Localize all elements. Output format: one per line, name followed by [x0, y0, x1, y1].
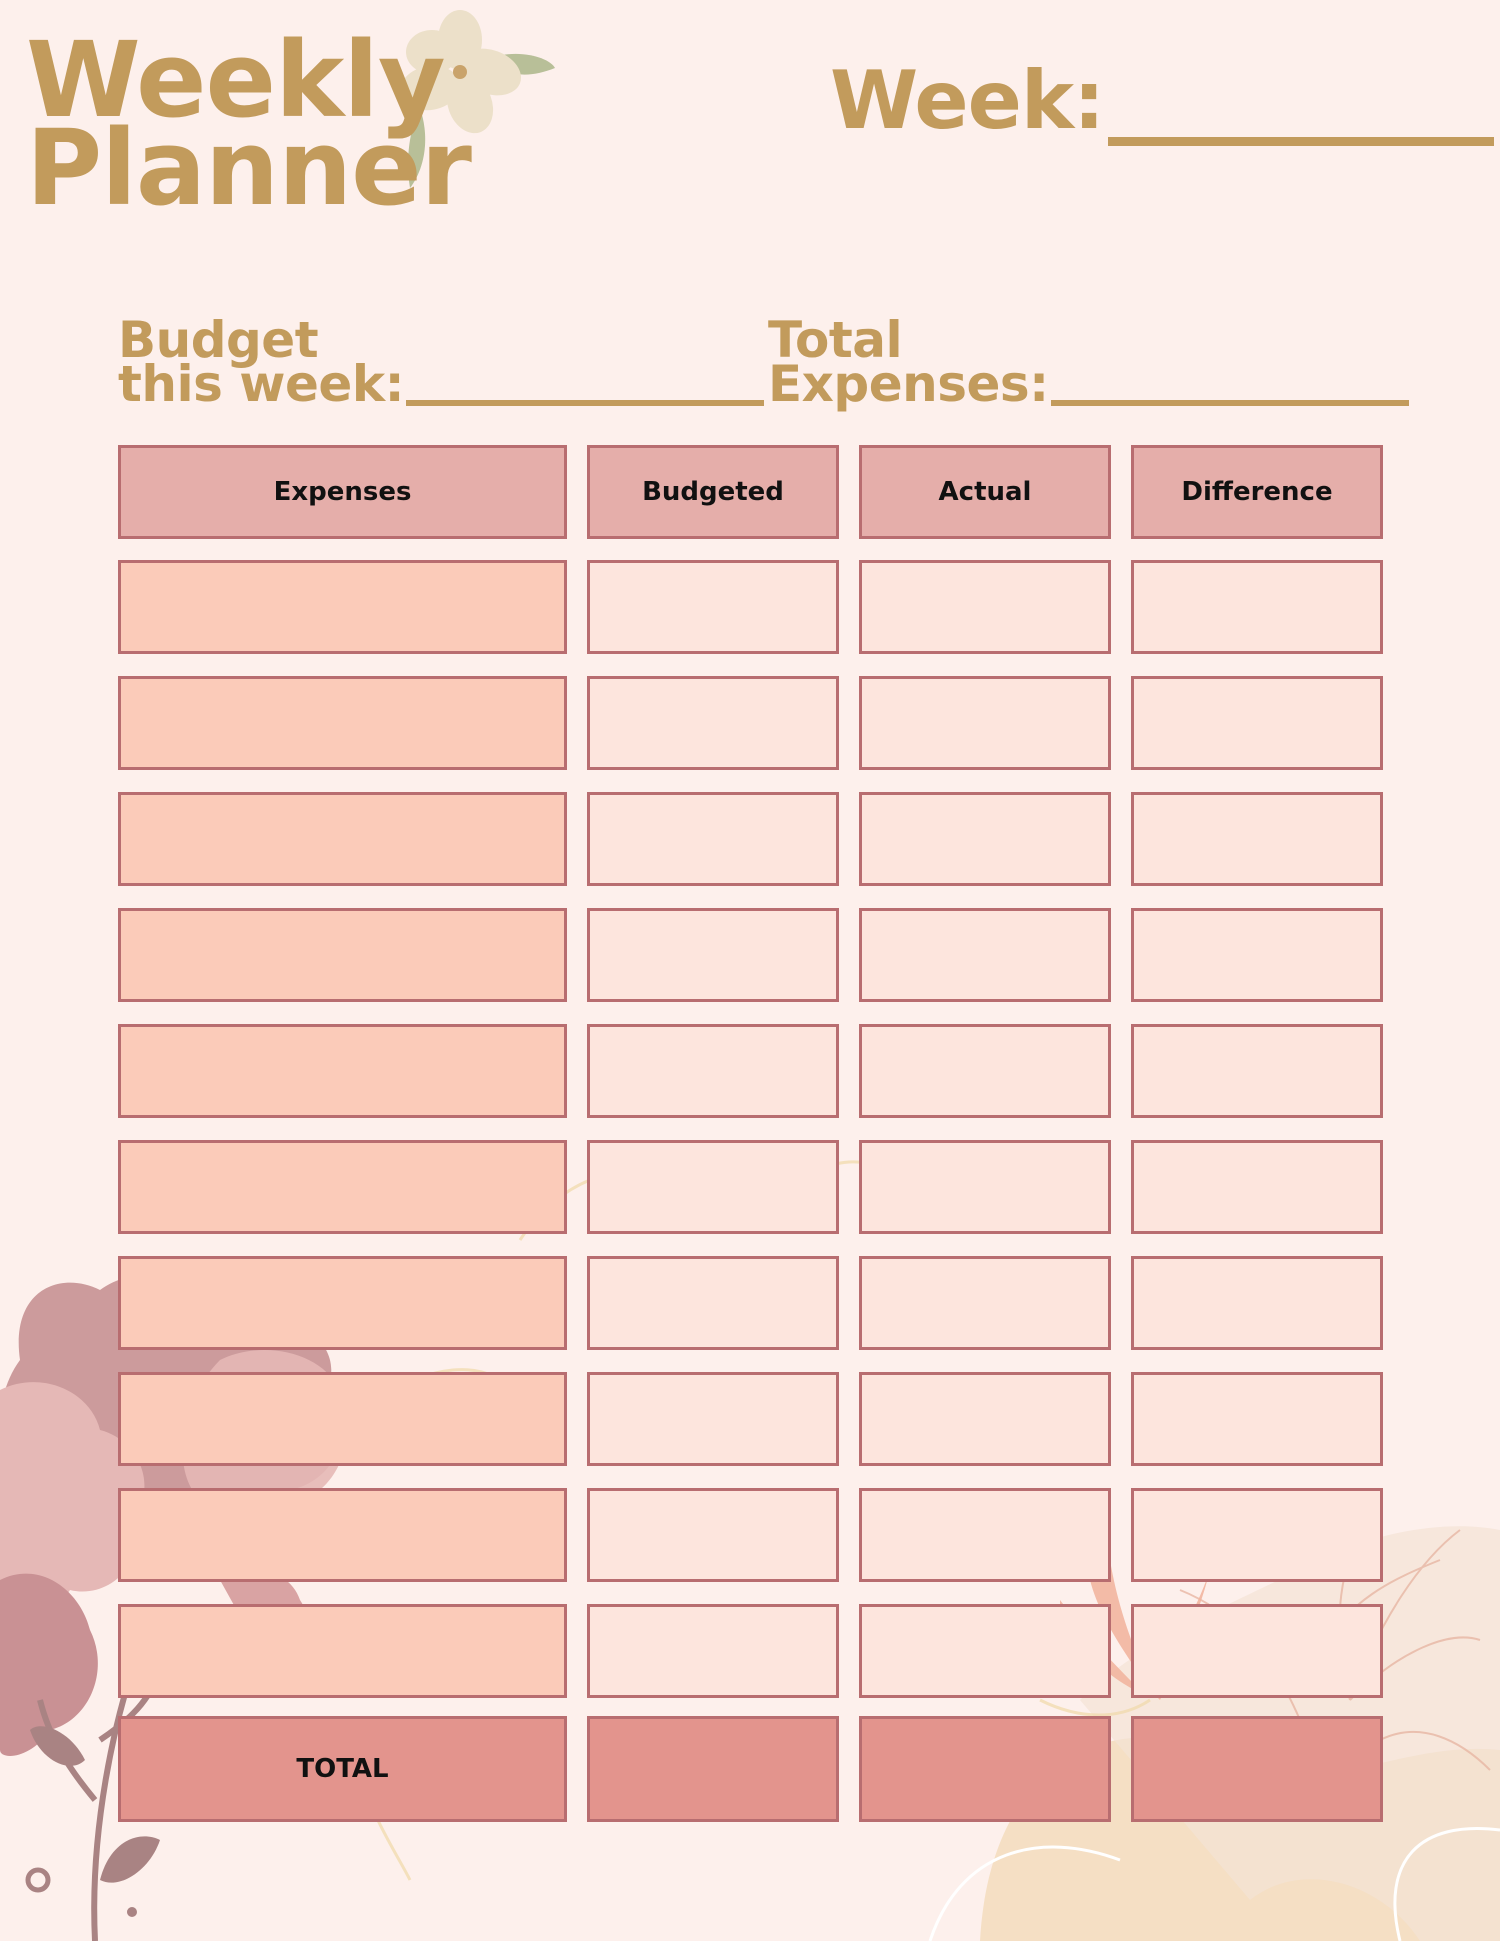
- header-expenses: Expenses: [118, 445, 567, 539]
- week-field[interactable]: Week:: [830, 54, 1495, 147]
- row-7-actual-cell[interactable]: [859, 1256, 1111, 1350]
- header-actual: Actual: [859, 445, 1111, 539]
- row-1-expenses-cell[interactable]: [118, 560, 567, 654]
- row-7-budgeted-cell[interactable]: [587, 1256, 839, 1350]
- row-2-expenses-cell[interactable]: [118, 676, 567, 770]
- row-9-expenses-cell[interactable]: [118, 1488, 567, 1582]
- row-5-actual-cell[interactable]: [859, 1024, 1111, 1118]
- budget-label-line-2: this week:: [118, 355, 405, 413]
- row-10-actual-cell[interactable]: [859, 1604, 1111, 1698]
- budget-field[interactable]: Budget this week:: [118, 311, 765, 409]
- row-7-difference-cell[interactable]: [1131, 1256, 1383, 1350]
- row-3-expenses-cell[interactable]: [118, 792, 567, 886]
- row-1-difference-cell[interactable]: [1131, 560, 1383, 654]
- row-6-actual-cell[interactable]: [859, 1140, 1111, 1234]
- row-4-difference-cell[interactable]: [1131, 908, 1383, 1002]
- row-6-budgeted-cell[interactable]: [587, 1140, 839, 1234]
- row-6-expenses-cell[interactable]: [118, 1140, 567, 1234]
- row-10-budgeted-cell[interactable]: [587, 1604, 839, 1698]
- row-7-expenses-cell[interactable]: [118, 1256, 567, 1350]
- total-difference-cell[interactable]: [1131, 1716, 1383, 1822]
- title-line-1: Weekly: [26, 19, 446, 141]
- row-2-difference-cell[interactable]: [1131, 676, 1383, 770]
- expenses-label-line-1: Total: [768, 311, 903, 369]
- title-line-2: Planner: [26, 107, 472, 229]
- total-label: TOTAL: [118, 1716, 567, 1822]
- row-1-budgeted-cell[interactable]: [587, 560, 839, 654]
- row-9-budgeted-cell[interactable]: [587, 1488, 839, 1582]
- row-8-budgeted-cell[interactable]: [587, 1372, 839, 1466]
- row-3-actual-cell[interactable]: [859, 792, 1111, 886]
- total-expenses-field[interactable]: Total Expenses:: [768, 311, 1409, 409]
- row-5-budgeted-cell[interactable]: [587, 1024, 839, 1118]
- page-title: Weekly Planner: [26, 19, 472, 229]
- budget-underline[interactable]: [406, 366, 765, 406]
- row-9-difference-cell[interactable]: [1131, 1488, 1383, 1582]
- row-4-budgeted-cell[interactable]: [587, 908, 839, 1002]
- expenses-underline[interactable]: [1050, 366, 1409, 406]
- row-10-difference-cell[interactable]: [1131, 1604, 1383, 1698]
- row-4-expenses-cell[interactable]: [118, 908, 567, 1002]
- expenses-label-line-2: Expenses:: [768, 355, 1049, 413]
- row-10-expenses-cell[interactable]: [118, 1604, 567, 1698]
- budget-label-line-1: Budget: [118, 311, 319, 369]
- header-difference: Difference: [1131, 445, 1383, 539]
- row-1-actual-cell[interactable]: [859, 560, 1111, 654]
- total-budgeted-cell[interactable]: [587, 1716, 839, 1822]
- header-budgeted: Budgeted: [587, 445, 839, 539]
- row-9-actual-cell[interactable]: [859, 1488, 1111, 1582]
- row-3-difference-cell[interactable]: [1131, 792, 1383, 886]
- row-8-expenses-cell[interactable]: [118, 1372, 567, 1466]
- row-4-actual-cell[interactable]: [859, 908, 1111, 1002]
- row-2-actual-cell[interactable]: [859, 676, 1111, 770]
- week-label: Week:: [830, 54, 1105, 147]
- row-6-difference-cell[interactable]: [1131, 1140, 1383, 1234]
- row-8-difference-cell[interactable]: [1131, 1372, 1383, 1466]
- row-5-expenses-cell[interactable]: [118, 1024, 567, 1118]
- row-5-difference-cell[interactable]: [1131, 1024, 1383, 1118]
- total-actual-cell[interactable]: [859, 1716, 1111, 1822]
- week-underline[interactable]: [1108, 66, 1495, 146]
- row-2-budgeted-cell[interactable]: [587, 676, 839, 770]
- row-8-actual-cell[interactable]: [859, 1372, 1111, 1466]
- row-3-budgeted-cell[interactable]: [587, 792, 839, 886]
